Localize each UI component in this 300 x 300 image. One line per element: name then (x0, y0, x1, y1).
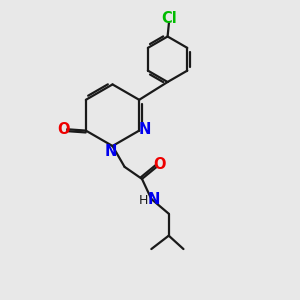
Text: N: N (147, 192, 160, 207)
Text: H: H (139, 194, 148, 207)
Text: N: N (105, 144, 117, 159)
Text: N: N (139, 122, 151, 137)
Text: O: O (154, 157, 166, 172)
Text: Cl: Cl (161, 11, 177, 26)
Text: O: O (57, 122, 69, 137)
